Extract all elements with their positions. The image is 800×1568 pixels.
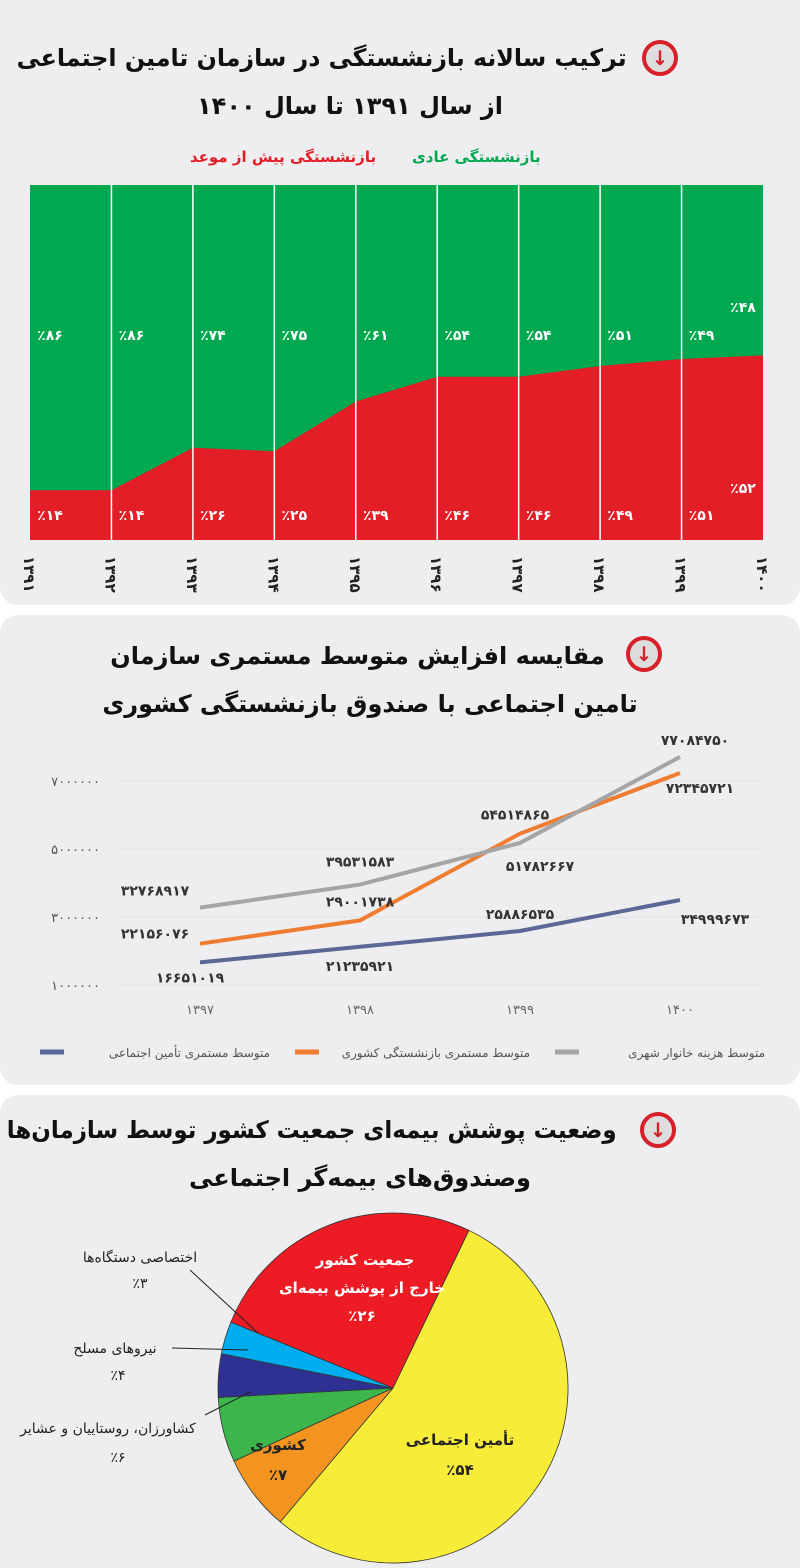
slice-value: ٪۴ bbox=[110, 1368, 125, 1384]
pie-slice bbox=[279, 1229, 569, 1564]
chart2-subtitle-box: تامین اجتماعی با صندوق بازنشستگی کشوری bbox=[90, 688, 650, 720]
normal-label: ٪۷۵ bbox=[282, 328, 308, 344]
normal-label: ٪۵۱ bbox=[607, 328, 633, 344]
slice-value: ٪۲۶ bbox=[348, 1307, 375, 1325]
data-label: ۲۵۸۸۶۵۳۵ bbox=[486, 907, 555, 923]
panel-pension-comparison bbox=[0, 615, 800, 1085]
data-label: ۵۱۷۸۲۶۶۷ bbox=[506, 859, 575, 875]
slice-label: خارج از پوشش بیمه‌ای bbox=[279, 1279, 445, 1298]
series-line bbox=[199, 771, 681, 946]
legend-label: متوسط مستمری تأمین اجتماعی bbox=[109, 1044, 270, 1061]
x-tick: ۱۳۹۸ bbox=[346, 1003, 374, 1018]
x-tick: ۱۳۹۷ bbox=[186, 1003, 214, 1018]
area-chart: ٪۱۴ ٪۸۶ ۱۳۹۱ ٪۱۴ ٪۸۶ ۱۳۹۲ ٪۲۶ ٪۷۴ ۱۳۹۳ ٪۲۵ ٪۷۵ ۱۳۹۴… bbox=[20, 185, 771, 593]
early-label: ٪۲۶ bbox=[200, 508, 226, 524]
early-label: ٪۴۶ bbox=[444, 508, 470, 524]
data-label: ۷۷۰۸۴۷۵۰ bbox=[661, 733, 729, 749]
arrow-down-circle-icon: ↓ bbox=[640, 1112, 676, 1148]
normal-label: ٪۷۴ bbox=[200, 328, 226, 344]
x-tick: ۱۳۹۹ bbox=[506, 1003, 534, 1018]
year-tick: ۱۳۹۵ bbox=[346, 556, 364, 593]
series-line bbox=[199, 898, 681, 965]
year-tick: ۱۳۹۱ bbox=[20, 556, 38, 593]
normal-label: ٪۴۸ bbox=[730, 300, 756, 316]
normal-label: ٪۸۶ bbox=[119, 328, 145, 344]
slice-value: ٪۷ bbox=[269, 1466, 287, 1484]
slice-label: اختصاصی دستگاه‌ها bbox=[83, 1249, 197, 1266]
early-label: ٪۲۵ bbox=[282, 508, 308, 524]
chart3-subtitle: وصندوق‌های بیمه‌گر اجتماعی bbox=[189, 1164, 531, 1192]
early-label: ٪۴۹ bbox=[607, 508, 633, 524]
early-label: ٪۵۱ bbox=[689, 508, 715, 524]
y-tick: ۳۰۰۰۰۰۰ bbox=[51, 911, 100, 926]
data-label: ۱۶۶۵۱۰۱۹ bbox=[156, 970, 225, 986]
normal-label: ٪۵۴ bbox=[444, 328, 470, 344]
y-tick: ۵۰۰۰۰۰۰ bbox=[51, 843, 100, 858]
chart3-title: وضعیت پوشش بیمه‌ای جمعیت کشور توسط سازما… bbox=[6, 1116, 617, 1144]
slice-label: تأمین اجتماعی bbox=[406, 1430, 515, 1449]
year-tick: ۱۳۹۲ bbox=[101, 556, 119, 593]
legend-early-retirement: بازنشستگی پیش از موعد bbox=[190, 148, 377, 166]
early-label: ٪۴۶ bbox=[526, 508, 552, 524]
data-label: ۳۹۵۳۱۵۸۳ bbox=[326, 855, 395, 871]
early-label: ٪۱۴ bbox=[119, 508, 145, 524]
chart2-title: مقایسه افزایش متوسط مستمری سازمان bbox=[110, 642, 605, 670]
data-label: ۵۴۵۱۴۸۶۵ bbox=[481, 808, 550, 824]
chart2-subtitle: تامین اجتماعی با صندوق بازنشستگی کشوری bbox=[102, 690, 638, 718]
legend-label: متوسط هزینه خانوار شهری bbox=[628, 1046, 765, 1061]
year-tick: ۱۳۹۶ bbox=[427, 556, 445, 593]
data-label: ۳۴۹۹۹۶۷۳ bbox=[681, 912, 750, 928]
early-label: ٪۱۴ bbox=[37, 508, 63, 524]
year-tick: ۱۳۹۹ bbox=[672, 556, 690, 593]
pie-slice bbox=[230, 1212, 470, 1389]
data-label: ۲۱۲۳۵۹۲۱ bbox=[326, 959, 394, 975]
arrow-down-circle-icon: ↓ bbox=[626, 636, 662, 672]
normal-label: ٪۵۴ bbox=[526, 328, 552, 344]
data-label: ۲۹۰۰۱۷۳۸ bbox=[326, 894, 395, 910]
normal-label: ٪۶۱ bbox=[363, 328, 389, 344]
data-label: ۲۲۱۵۶۰۷۶ bbox=[121, 927, 189, 943]
chart1-subtitle-box: از سال ۱۳۹۱ تا سال ۱۴۰۰ bbox=[150, 90, 550, 122]
year-tick: ۱۳۹۸ bbox=[590, 556, 608, 593]
year-tick: ۱۴۰۰ bbox=[753, 556, 771, 593]
year-tick: ۱۳۹۴ bbox=[264, 556, 282, 593]
y-tick: ۱۰۰۰۰۰۰ bbox=[51, 979, 100, 994]
data-label: ۷۲۳۴۵۷۲۱ bbox=[666, 781, 734, 797]
slice-label: کشاورزان، روستاییان و عشایر bbox=[19, 1421, 196, 1437]
early-label: ٪۳۹ bbox=[363, 508, 389, 524]
area-early bbox=[30, 355, 763, 540]
leader-line bbox=[204, 1391, 251, 1416]
early-label: ٪۵۲ bbox=[730, 481, 756, 497]
slice-value: ٪۵۴ bbox=[446, 1461, 473, 1479]
slice-label: کشوری bbox=[250, 1436, 306, 1454]
slice-label: نیروهای مسلح bbox=[73, 1341, 156, 1357]
legend-label: متوسط مستمری بازنشستگی کشوری bbox=[342, 1046, 530, 1061]
chart2-title-box: مقایسه افزایش متوسط مستمری سازمان bbox=[100, 640, 615, 672]
legend-normal-retirement: بازنشستگی عادی bbox=[412, 148, 541, 166]
year-tick: ۱۳۹۷ bbox=[509, 556, 527, 593]
arrow-down-circle-icon: ↓ bbox=[642, 40, 678, 76]
chart1-subtitle: از سال ۱۳۹۱ تا سال ۱۴۰۰ bbox=[197, 92, 503, 120]
slice-label: جمعیت کشور bbox=[315, 1251, 415, 1269]
chart3-title-box: وضعیت پوشش بیمه‌ای جمعیت کشور توسط سازما… bbox=[6, 1114, 630, 1146]
line-chart: ۱۰۰۰۰۰۰ ۳۰۰۰۰۰۰ ۵۰۰۰۰۰۰ ۷۰۰۰۰۰۰ ۱۳۹۷ ۱۳۹۸ ۱۳۹۹… bbox=[40, 733, 765, 1061]
leader-line bbox=[171, 1347, 249, 1351]
x-tick: ۱۴۰۰ bbox=[666, 1003, 694, 1018]
normal-label: ٪۴۹ bbox=[689, 328, 715, 344]
chart3-subtitle-box: وصندوق‌های بیمه‌گر اجتماعی bbox=[150, 1162, 570, 1194]
leader-line bbox=[189, 1269, 259, 1334]
data-label: ۳۲۷۶۸۹۱۷ bbox=[121, 884, 190, 900]
year-tick: ۱۳۹۳ bbox=[183, 556, 201, 593]
normal-label: ٪۸۶ bbox=[37, 328, 63, 344]
chart1-title-box: ترکیب سالانه بازنشستگی در سازمان تامین ا… bbox=[16, 42, 630, 74]
series-line bbox=[199, 755, 681, 910]
slice-value: ٪۶ bbox=[110, 1450, 125, 1466]
y-tick: ۷۰۰۰۰۰۰ bbox=[51, 775, 100, 790]
chart1-title: ترکیب سالانه بازنشستگی در سازمان تامین ا… bbox=[16, 44, 627, 72]
slice-value: ٪۳ bbox=[132, 1276, 148, 1292]
